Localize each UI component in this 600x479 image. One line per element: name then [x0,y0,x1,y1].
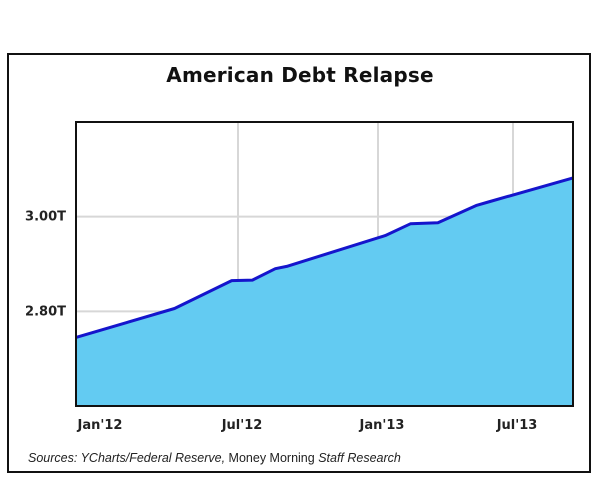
source-note: Sources: YCharts/Federal Reserve, Money … [28,451,401,465]
y-tick-label: 3.00T [25,210,66,225]
x-tick-label: Jan'12 [77,418,123,433]
source-middle: Money Morning [225,451,319,465]
data-line [75,176,574,339]
debt-series-line [75,176,574,339]
x-tick-label: Jan'13 [359,418,405,433]
x-tick-label: Jul'13 [496,418,538,433]
data-area [76,177,573,406]
debt-area-fill [76,177,573,406]
y-tick-label: 2.80T [25,304,66,319]
x-tick-label: Jul'12 [221,418,263,433]
chart-title: American Debt Relapse [166,63,434,87]
source-prefix: Sources: YCharts/Federal Reserve, [28,451,226,465]
plot-border [75,121,574,407]
tick-labels: Jan'12 Jul'12 Jan'13 Jul'13 2.80T 3.00T [25,210,537,433]
source-suffix: Staff Research [318,451,401,465]
plot-border-rect [75,121,574,407]
